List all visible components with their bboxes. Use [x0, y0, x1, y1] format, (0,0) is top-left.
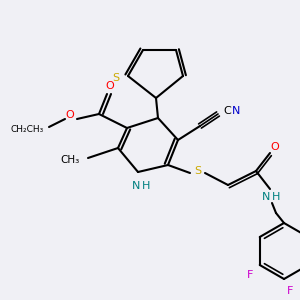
Text: H: H: [272, 192, 280, 202]
Text: H: H: [142, 181, 150, 191]
Text: F: F: [287, 286, 293, 296]
Text: N: N: [262, 192, 270, 202]
Text: N: N: [132, 181, 140, 191]
Text: O: O: [106, 81, 114, 91]
Text: N: N: [232, 106, 240, 116]
Text: F: F: [247, 270, 253, 280]
Text: C: C: [223, 106, 231, 116]
Text: O: O: [271, 142, 279, 152]
Text: S: S: [112, 73, 120, 83]
Text: CH₃: CH₃: [60, 155, 80, 165]
Text: O: O: [66, 110, 74, 120]
Text: CH₂CH₃: CH₂CH₃: [11, 124, 43, 134]
Text: S: S: [194, 166, 202, 176]
